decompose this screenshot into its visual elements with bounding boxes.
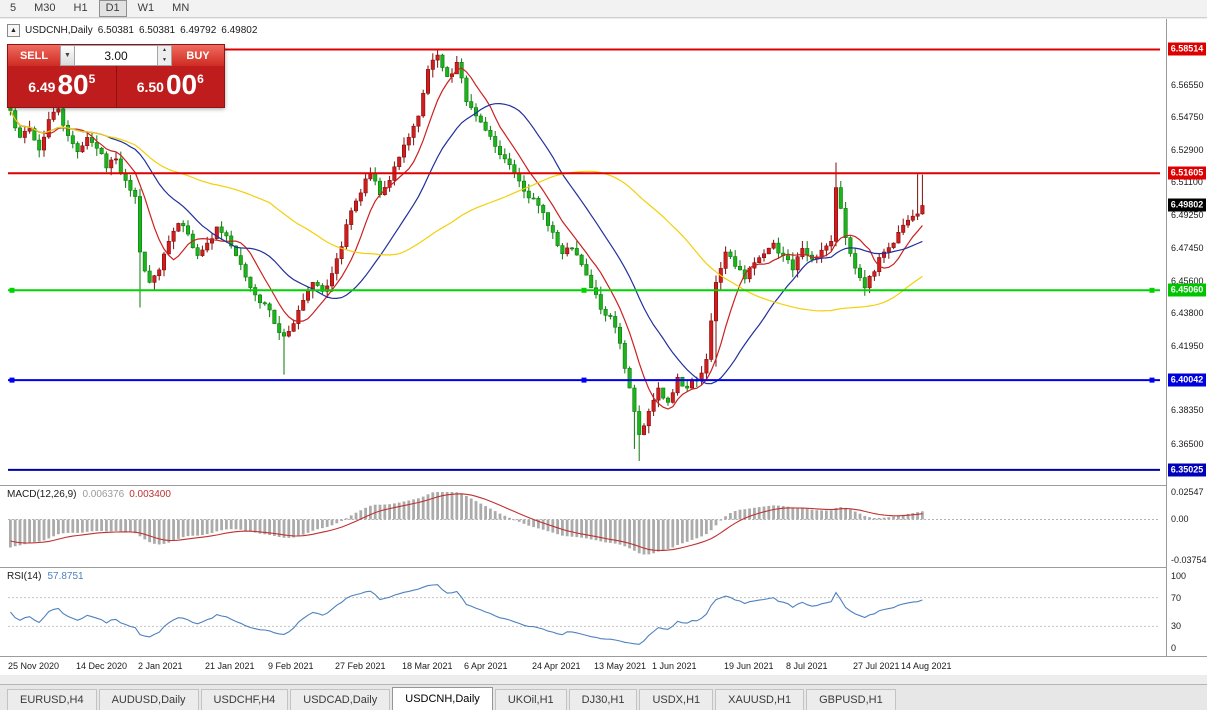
macd-axis-tick: 0.00 [1171, 514, 1189, 525]
timeframe-button-m30[interactable]: M30 [34, 2, 56, 14]
macd-main-value: 0.006376 [82, 489, 125, 500]
chart-tab-usdcnh-daily[interactable]: USDCNH,Daily [392, 687, 493, 710]
ohlc-close: 6.49802 [221, 25, 258, 36]
date-label: 13 May 2021 [594, 661, 647, 671]
macd-name: MACD(12,26,9) [7, 489, 77, 500]
rsi-value: 57.8751 [47, 571, 84, 582]
buy-price[interactable]: 6.50 00 6 [115, 66, 225, 107]
price-tick: 6.45600 [1171, 275, 1204, 286]
timeframe-toolbar: 5 M30 H1 D1 W1 MN [0, 0, 1207, 18]
date-label: 21 Jan 2021 [205, 661, 255, 671]
timeframe-button-mn[interactable]: MN [172, 2, 190, 14]
sell-button[interactable]: SELL [8, 45, 60, 66]
level-price-badge: 6.51605 [1168, 166, 1206, 180]
chart-tab-ukoil-h1[interactable]: UKOil,H1 [494, 689, 567, 710]
date-label: 27 Jul 2021 [853, 661, 900, 671]
rsi-panel[interactable] [0, 568, 1166, 656]
date-label: 27 Feb 2021 [335, 661, 386, 671]
macd-signal-value: 0.003400 [129, 489, 171, 500]
chart-symbol-period: USDCNH,Daily [25, 25, 93, 36]
rsi-axis-tick: 0 [1171, 643, 1177, 653]
macd-axis-tick: 0.02547 [1171, 487, 1204, 497]
panel-separator[interactable] [0, 567, 1207, 568]
macd-header: MACD(12,26,9) 0.006376 0.003400 [7, 489, 171, 500]
chart-tab-eurusd-h4[interactable]: EURUSD,H4 [7, 689, 97, 710]
buy-button[interactable]: BUY [172, 45, 224, 66]
chart-tab-dj30-h1[interactable]: DJ30,H1 [568, 689, 638, 710]
ohlc-open: 6.50381 [97, 25, 134, 36]
date-label: 18 Mar 2021 [402, 661, 453, 671]
price-tick: 6.47450 [1171, 242, 1204, 253]
price-tick: 6.51100 [1171, 177, 1203, 188]
date-label: 25 Nov 2020 [8, 661, 60, 671]
panel-separator[interactable] [0, 485, 1207, 486]
date-label: 8 Jul 2021 [786, 661, 828, 671]
price-tick: 6.36500 [1171, 438, 1204, 449]
chart-tab-usdx-h1[interactable]: USDX,H1 [639, 689, 714, 710]
timeframe-button-h1[interactable]: H1 [73, 2, 88, 14]
price-tick: 6.41950 [1171, 340, 1204, 351]
one-click-trading-panel: SELL ▼ ▲ ▼ BUY 6.49 80 5 6.50 00 6 [8, 45, 224, 107]
price-tick: 6.54750 [1171, 111, 1204, 122]
date-label: 24 Apr 2021 [532, 661, 581, 671]
price-chart[interactable] [0, 19, 1166, 485]
chart-tab-audusd-daily[interactable]: AUDUSD,Daily [98, 689, 199, 710]
chart-ohlc-header: ▲ USDCNH,Daily 6.50381 6.50381 6.49792 6… [7, 24, 257, 37]
date-label: 9 Feb 2021 [268, 661, 314, 671]
date-label: 6 Apr 2021 [464, 661, 508, 671]
rsi-name: RSI(14) [7, 571, 42, 582]
chart-tab-usdcad-daily[interactable]: USDCAD,Daily [290, 689, 391, 710]
price-axis[interactable]: 6.56550 6.54750 6.52900 6.51100 6.49250 6.474… [1167, 19, 1207, 656]
sell-price-big: 80 [57, 69, 89, 100]
price-tick: 6.52900 [1171, 144, 1204, 155]
ohlc-high: 6.50381 [138, 25, 176, 36]
rsi-header: RSI(14) 57.8751 [7, 571, 84, 582]
chart-tab-xauusd-h1[interactable]: XAUUSD,H1 [715, 689, 805, 710]
buy-price-sup: 6 [197, 72, 204, 86]
symbol-tab-bar: EURUSD,H4 AUDUSD,Daily USDCHF,H4 USDCAD,Dai… [0, 684, 1207, 710]
chart-tab-usdchf-h4[interactable]: USDCHF,H4 [200, 689, 289, 710]
chart-window: ▲ USDCNH,Daily 6.50381 6.50381 6.49792 6… [0, 19, 1207, 675]
price-axis-border [1166, 19, 1167, 656]
rsi-axis-tick: 30 [1171, 621, 1182, 632]
date-label: 14 Aug 2021 [901, 661, 952, 671]
sell-price-prefix: 6.49 [28, 79, 56, 95]
date-label: 14 Dec 2020 [76, 661, 128, 671]
macd-axis-tick: -0.03754 [1171, 555, 1207, 565]
ohlc-low: 6.49792 [180, 25, 217, 36]
date-label: 19 Jun 2021 [724, 661, 774, 671]
price-tick: 6.56550 [1171, 79, 1204, 90]
date-label: 2 Jan 2021 [138, 661, 183, 671]
rsi-axis-tick: 70 [1171, 592, 1182, 603]
rsi-axis-tick: 100 [1171, 571, 1187, 581]
timeframe-button-d1[interactable]: D1 [98, 0, 127, 17]
date-axis[interactable]: 25 Nov 2020 14 Dec 2020 2 Jan 2021 21 Jan 2… [0, 657, 1207, 675]
level-price-badge: 6.40042 [1168, 373, 1206, 387]
timeframe-button-5[interactable]: 5 [10, 2, 17, 14]
current-price-badge: 6.49802 [1168, 198, 1206, 212]
sell-price[interactable]: 6.49 80 5 [8, 66, 116, 107]
one-click-collapse-icon[interactable]: ▲ [7, 24, 20, 37]
buy-price-prefix: 6.50 [136, 79, 164, 95]
level-price-badge: 6.45060 [1168, 283, 1206, 297]
time-axis-separator [0, 656, 1207, 657]
timeframe-button-w1[interactable]: W1 [137, 2, 155, 14]
price-tick: 6.38350 [1171, 405, 1204, 416]
level-price-badge: 6.58514 [1168, 42, 1206, 56]
lot-decrease-button[interactable]: ▼ [162, 56, 167, 63]
date-label: 1 Jun 2021 [652, 661, 697, 671]
buy-price-big: 00 [165, 69, 198, 100]
lot-increase-button[interactable]: ▲ [162, 47, 167, 53]
level-price-badge: 6.35025 [1168, 463, 1206, 477]
price-tick: 6.49250 [1171, 210, 1204, 221]
lot-spinner: ▲ ▼ [158, 45, 172, 66]
price-tick: 6.43800 [1171, 307, 1204, 318]
lot-size-input[interactable] [75, 45, 158, 66]
sell-price-sup: 5 [88, 72, 96, 86]
macd-panel[interactable] [0, 486, 1166, 567]
lot-dropdown-icon[interactable]: ▼ [60, 45, 75, 66]
chart-tab-gbpusd-h1[interactable]: GBPUSD,H1 [806, 689, 896, 710]
